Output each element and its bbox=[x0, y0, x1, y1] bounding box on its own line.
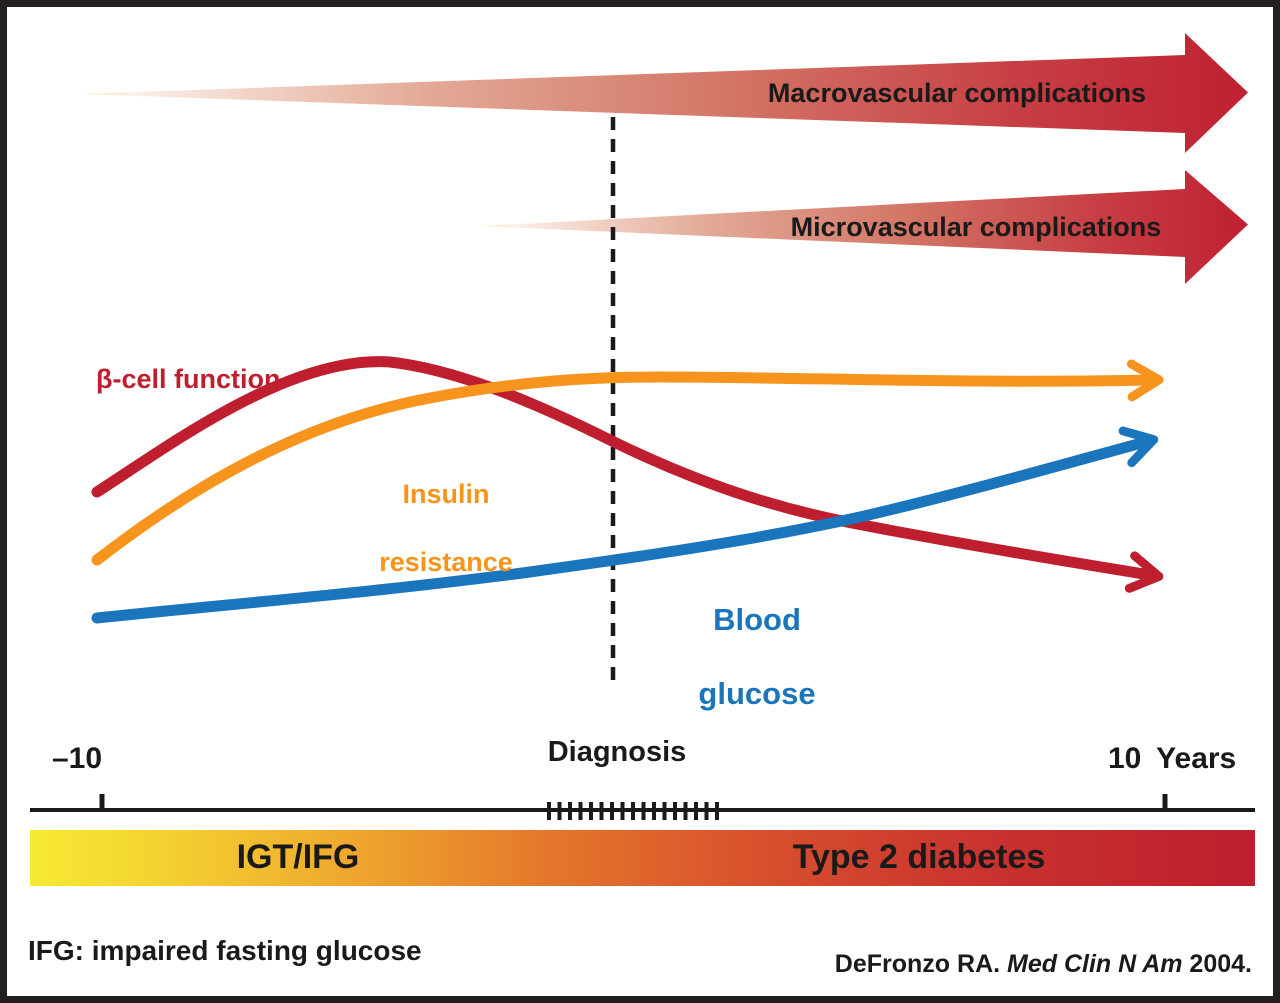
insulin-resistance-label: Insulin resistance bbox=[336, 443, 556, 579]
microvascular-arrow bbox=[480, 170, 1248, 284]
timeline-axis bbox=[30, 794, 1255, 820]
insulin-resistance-label-line1: Insulin bbox=[402, 479, 490, 509]
diagnosis-hatch-marks bbox=[547, 802, 719, 820]
axis-end-tick-label: 10 Years bbox=[1108, 742, 1237, 775]
microvascular-label: Microvascular complications bbox=[790, 212, 1162, 242]
citation-year: 2004. bbox=[1182, 950, 1252, 978]
stage-type2-diabetes-label: Type 2 diabetes bbox=[792, 838, 1046, 876]
stage-gradient-bar bbox=[30, 830, 1255, 886]
diagnosis-axis-label: Diagnosis bbox=[547, 736, 687, 768]
macrovascular-label: Macrovascular complications bbox=[767, 78, 1147, 108]
stage-igt-ifg-label: IGT/IFG bbox=[236, 838, 360, 876]
blood-glucose-label-line1: Blood bbox=[713, 602, 801, 637]
beta-cell-function-curve bbox=[91, 356, 1164, 593]
footnotes: IFG: impaired fasting glucose IGT: impai… bbox=[28, 901, 451, 1003]
footnote-ifg: IFG: impaired fasting glucose bbox=[28, 935, 422, 966]
beta-cell-function-label: β-cell function bbox=[96, 364, 281, 394]
axis-start-tick-label: –10 bbox=[52, 742, 103, 775]
citation-journal: Med Clin N Am bbox=[1007, 950, 1183, 978]
blood-glucose-label-line2: glucose bbox=[698, 676, 816, 711]
blood-glucose-curve bbox=[91, 426, 1159, 624]
insulin-resistance-label-line2: resistance bbox=[379, 547, 513, 577]
macrovascular-arrow bbox=[80, 33, 1248, 153]
citation: DeFronzo RA. Med Clin N Am 2004. bbox=[800, 950, 1252, 979]
citation-author: DeFronzo RA. bbox=[834, 950, 1008, 978]
insulin-resistance-curve bbox=[91, 359, 1164, 566]
blood-glucose-label: Blood glucose bbox=[647, 564, 867, 712]
